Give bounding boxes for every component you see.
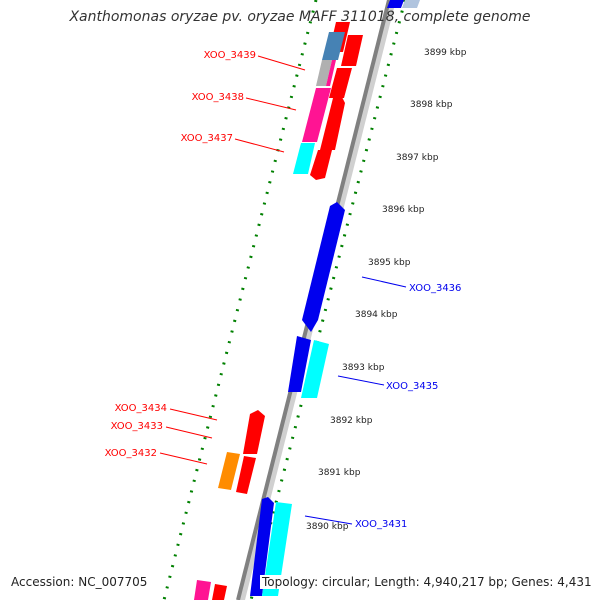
gene-features [194, 0, 420, 600]
gene-feature[interactable] [293, 143, 315, 174]
gene-feature[interactable] [250, 497, 274, 596]
gene-feature[interactable] [243, 410, 265, 454]
gene-label-xoo-3437[interactable]: XOO_3437 [181, 133, 233, 144]
gene-feature[interactable] [218, 452, 240, 490]
gene-feature[interactable] [288, 336, 311, 392]
gene-feature[interactable] [316, 60, 332, 86]
gene-feature[interactable] [194, 580, 211, 600]
tick-label: 3890 kbp [306, 522, 349, 532]
gene-feature[interactable] [302, 88, 331, 142]
gene-label-xoo-3438[interactable]: XOO_3438 [192, 92, 244, 103]
gene-feature[interactable] [320, 93, 345, 150]
gene-labels: XOO_3439 XOO_3438 XOO_3437 XOO_3436 XOO_… [105, 50, 462, 530]
label-leader-lines [159, 55, 407, 525]
gene-label-xoo-3434[interactable]: XOO_3434 [115, 403, 167, 414]
tick-label: 3897 kbp [396, 153, 439, 163]
genome-summary-text: Topology: circular; Length: 4,940,217 bp… [260, 575, 594, 589]
tick-label: 3896 kbp [382, 205, 425, 215]
outer-tick-ring [162, 0, 318, 600]
kbp-tick-labels: 3899 kbp 3898 kbp 3897 kbp 3896 kbp 3895… [306, 48, 467, 532]
gene-feature[interactable] [212, 584, 227, 600]
gene-feature[interactable] [326, 60, 336, 86]
gene-label-xoo-3432[interactable]: XOO_3432 [105, 448, 157, 459]
inner-tick-ring [249, 0, 407, 600]
tick-label: 3895 kbp [368, 258, 411, 268]
gene-feature[interactable] [329, 68, 352, 98]
gene-feature[interactable] [262, 502, 292, 596]
tick-label: 3894 kbp [355, 310, 398, 320]
gene-feature[interactable] [387, 0, 404, 8]
gene-label-xoo-3431[interactable]: XOO_3431 [355, 519, 407, 530]
gene-label-xoo-3433[interactable]: XOO_3433 [111, 421, 163, 432]
gene-feature[interactable] [301, 340, 329, 398]
tick-label: 3893 kbp [342, 363, 385, 373]
gene-feature[interactable] [341, 35, 363, 66]
tick-label: 3892 kbp [330, 416, 373, 426]
gene-feature[interactable] [302, 202, 345, 332]
gene-label-xoo-3436[interactable]: XOO_3436 [409, 283, 461, 294]
accession-text: Accession: NC_007705 [9, 575, 150, 589]
map-title: Xanthomonas oryzae pv. oryzae MAFF 31101… [69, 9, 531, 25]
gene-feature[interactable] [402, 0, 420, 8]
tick-label: 3898 kbp [410, 100, 453, 110]
gene-feature[interactable] [310, 150, 332, 180]
tick-label: 3891 kbp [318, 468, 361, 478]
gene-feature[interactable] [322, 32, 345, 60]
gene-feature[interactable] [236, 456, 256, 494]
gene-label-xoo-3435[interactable]: XOO_3435 [386, 381, 438, 392]
tick-label: 3899 kbp [424, 48, 467, 58]
gene-label-xoo-3439[interactable]: XOO_3439 [204, 50, 256, 61]
